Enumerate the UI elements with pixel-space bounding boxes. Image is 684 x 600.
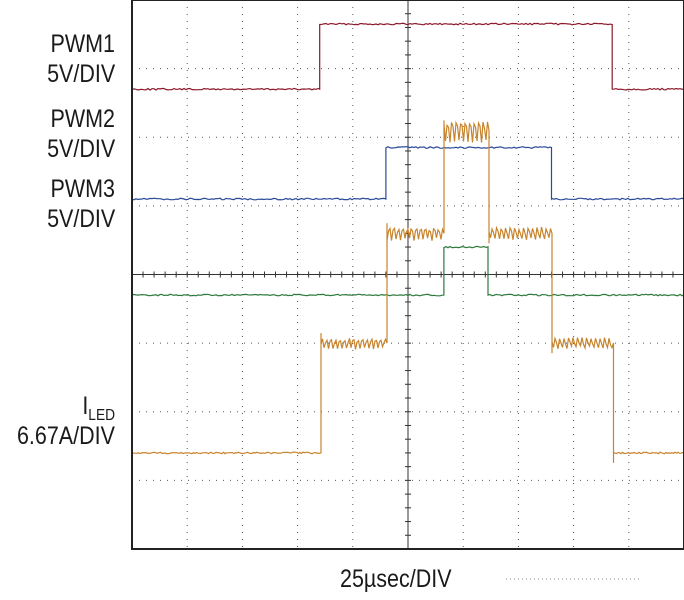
- pwm1-scale-label: 5V/DIV: [46, 60, 115, 88]
- grid: [132, 0, 684, 549]
- iled-subscript: LED: [88, 407, 115, 424]
- trace-iled: [131, 120, 684, 463]
- pwm2-scale-label: 5V/DIV: [46, 135, 115, 163]
- trace-pwm1: [131, 22, 684, 91]
- timebase-label: 25µsec/DIV: [340, 565, 452, 593]
- traces: [131, 22, 684, 463]
- pwm3-scale-label: 5V/DIV: [46, 205, 115, 233]
- trace-pwm2: [131, 146, 684, 201]
- iled-main-text: I: [82, 392, 89, 420]
- iled-name-label: ILED: [82, 392, 115, 430]
- iled-scale-label: 6.67A/DIV: [17, 422, 115, 450]
- trace-pwm3: [131, 245, 684, 297]
- pwm1-name-label: PWM1: [50, 30, 116, 58]
- pwm2-name-label: PWM2: [50, 105, 116, 133]
- plot-frame: [131, 0, 684, 550]
- pwm3-name-label: PWM3: [50, 175, 116, 203]
